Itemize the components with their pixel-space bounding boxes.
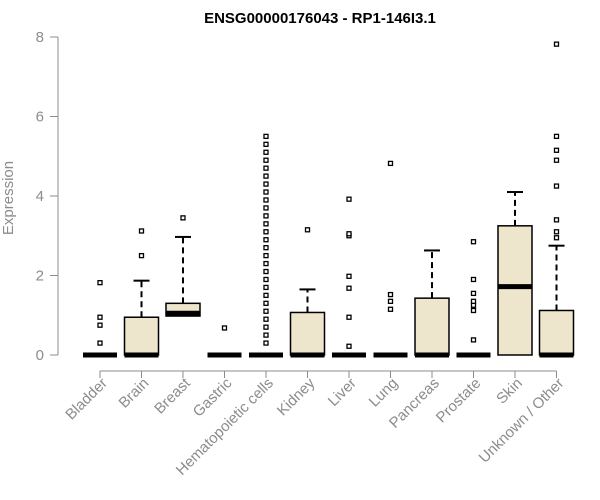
outlier-point [263,229,269,235]
outlier-point [138,228,145,234]
box-unknown-other [538,41,575,358]
outlier-point [387,160,394,167]
box-gastric [207,325,242,358]
outlier-point [470,239,477,245]
box-kidney [289,227,326,358]
outlier-point [263,260,269,267]
y-tick-label: 2 [36,268,44,285]
outlier-point [263,324,269,330]
box-body [538,309,575,356]
box-bladder [83,280,117,358]
outlier-point [97,322,103,328]
box-brain [123,228,160,358]
outlier-point [470,307,477,314]
plot-area [83,41,575,358]
outlier-point [263,173,269,179]
outlier-point [304,227,311,233]
outlier-point [263,332,269,338]
outlier-point [263,245,269,251]
outlier-point [346,314,352,320]
outlier-point [553,133,560,140]
y-tick-label: 4 [36,188,44,205]
outlier-point [553,229,560,235]
outlier-point [346,343,352,349]
chart-title: ENSG00000176043 - RP1-146I3.1 [204,10,436,27]
outlier-point [138,252,145,259]
x-tick-label: Skin [493,375,526,408]
outlier-point [553,157,560,163]
outlier-point [263,252,269,259]
outlier-point [470,298,477,304]
outlier-point [263,276,269,283]
outlier-point [263,165,269,171]
y-tick-label: 0 [36,347,44,364]
box-prostate [456,239,491,358]
outlier-point [263,189,269,195]
box-hematopoietic-cells [249,133,283,358]
y-axis: 0 2 4 6 8 [36,29,59,364]
box-body [289,311,326,356]
outlier-point [470,337,477,343]
box-body [414,297,450,356]
x-tick-label: Brain [116,375,153,412]
x-tick-label: Breast [151,374,194,417]
outlier-point [387,306,394,312]
box-lung [373,160,408,358]
x-tick-label: Liver [325,375,360,410]
outlier-point [263,268,269,275]
outlier-point [263,284,269,291]
outlier-point [263,133,269,140]
box-body [497,225,533,356]
outlier-point [263,141,269,147]
box-skin [497,191,533,356]
outlier-point [470,290,477,297]
outlier-point [263,213,269,219]
x-tick-label: Lung [366,375,402,411]
outlier-point [553,183,560,189]
outlier-point [263,316,269,322]
x-tick-label: Prostate [433,375,485,427]
outlier-point [97,280,103,286]
outlier-point [387,298,394,304]
box-liver [332,196,366,358]
outlier-point [221,325,228,331]
outlier-point [263,292,269,299]
box-breast [165,215,201,317]
outlier-point [263,308,269,314]
outlier-point [553,147,560,153]
outlier-point [346,231,352,237]
outlier-point [346,196,352,202]
outlier-point [346,285,352,291]
outlier-point [263,340,269,346]
outlier-point [180,215,186,221]
outlier-point [387,291,394,298]
outlier-point [97,314,103,320]
x-tick-label: Kidney [274,374,319,419]
outlier-point [263,157,269,163]
box-pancreas [414,249,450,358]
outlier-point [263,221,269,227]
y-axis-label: Expression [0,161,17,235]
outlier-point [263,181,269,187]
outlier-point [263,237,269,243]
outlier-point [553,41,560,47]
outlier-point [553,235,560,241]
outlier-point [470,276,477,283]
outlier-point [263,197,269,203]
box-body [123,316,160,356]
outlier-point [263,205,269,211]
outlier-point [263,149,269,155]
y-tick-label: 6 [36,109,44,126]
y-tick-label: 8 [36,29,44,46]
x-tick-label: Bladder [62,375,111,424]
outlier-point [346,273,352,279]
outlier-point [263,300,269,306]
outlier-point [97,340,103,346]
outlier-point [553,217,560,223]
